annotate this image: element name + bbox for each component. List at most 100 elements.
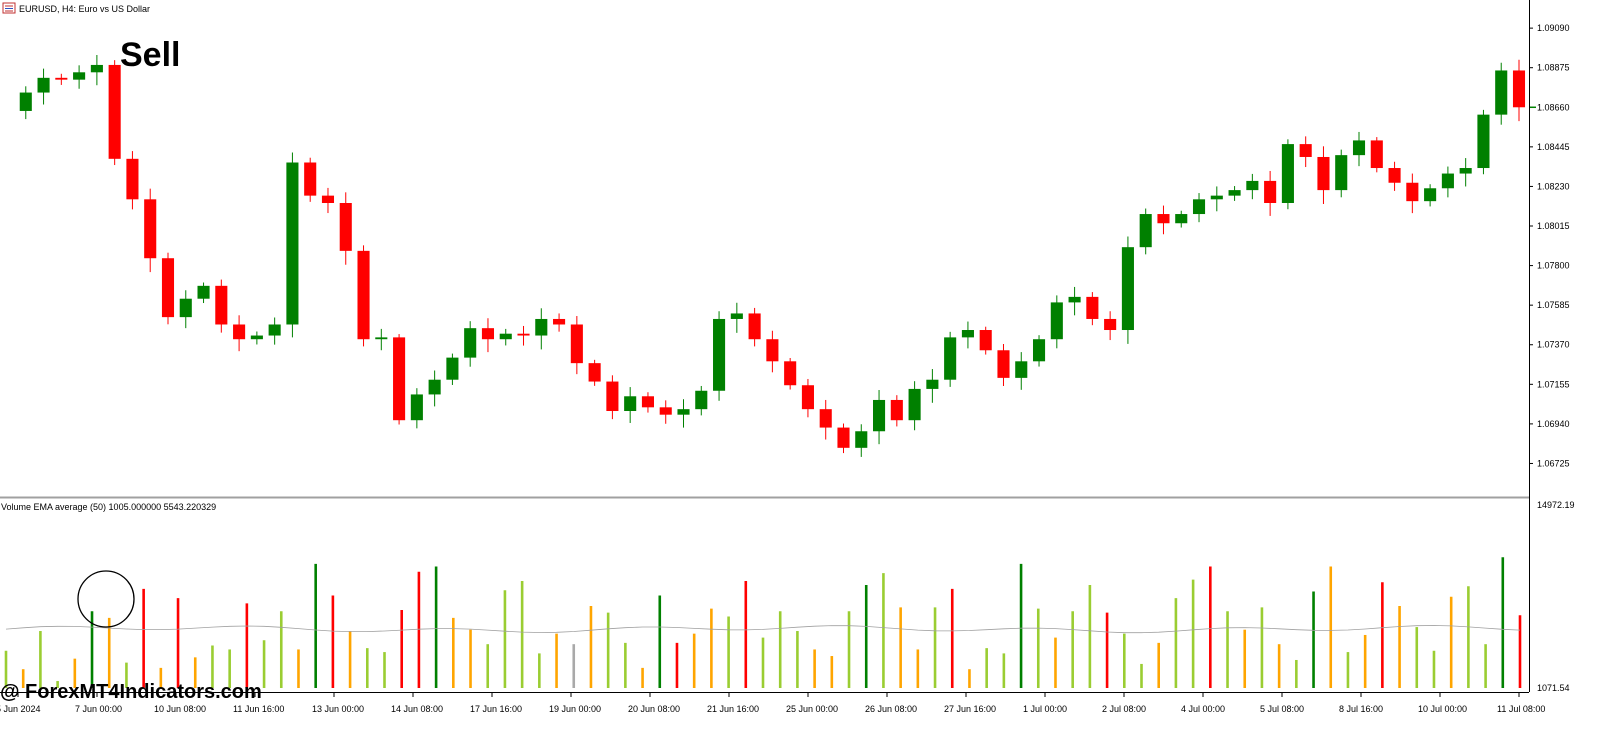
time-tick-label: 8 Jul 16:00 [1339,704,1383,714]
time-tick-label: 5 Jun 2024 [0,704,41,714]
candle-body [997,350,1010,378]
candle [1370,137,1383,173]
candle-body [624,396,637,412]
candle-body [766,339,779,362]
candle [624,387,637,423]
candle [819,399,832,440]
candle-body [90,64,103,73]
volume-axis: 14972.19 1071.54 [1537,500,1575,693]
watermark-text: @ ForexMT4Indicators.com [0,681,262,703]
candle-body [1495,70,1508,115]
candle [1512,59,1526,122]
candle-body [1086,296,1099,319]
candle-body [161,258,175,318]
time-tick-label: 2 Jul 08:00 [1102,704,1146,714]
volume-tick-label: 14972.19 [1537,500,1575,510]
candle [1424,184,1437,207]
price-tick-label: 1.07370 [1537,340,1570,350]
candle-body [1406,182,1419,202]
candle [108,60,121,166]
candle-body [713,318,726,391]
candle-body [339,202,352,251]
candle-body [961,330,974,338]
candle [161,252,175,325]
candle-body [1281,144,1294,203]
candle-body [1192,199,1206,215]
candle-body [268,324,281,336]
candle-body [464,328,477,358]
candle [1335,149,1348,198]
candle-body [375,337,388,340]
candle [979,326,992,355]
candle-body [499,333,512,340]
candle-body [588,363,601,382]
candle-body [357,250,370,340]
circle-marker [77,570,135,628]
candle [197,282,210,304]
price-tick-label: 1.08875 [1537,63,1570,73]
time-tick-label: 11 Jul 08:00 [1497,704,1545,714]
candle [375,328,388,351]
candle [1121,236,1134,344]
time-tick-label: 14 Jun 08:00 [391,704,443,714]
candle-body [1317,156,1330,191]
candle-body [250,335,263,340]
chart-window-icon [2,2,16,14]
candle-body [37,77,50,93]
candle [73,65,86,89]
volume-ema-line [5,625,1521,634]
candle-body [641,396,654,408]
candle [873,390,886,445]
candle [766,330,779,373]
candle-body [1228,190,1241,196]
candle-body [926,379,939,389]
volume-indicator-title: Volume EMA average (50) 1005.000000 5543… [1,502,216,512]
candle [961,321,974,349]
candle [1406,173,1419,214]
candle-body [1424,188,1437,202]
candle-body [517,333,530,336]
candle [286,152,299,338]
time-tick-label: 20 Jun 08:00 [628,704,680,714]
candle-body [1512,70,1526,108]
candle-body [908,388,921,421]
candle [428,370,441,407]
candle [215,279,228,333]
candle-body [730,313,743,319]
candle-body [979,330,992,351]
candle [90,54,103,86]
candle [1459,158,1472,187]
candle-body [321,195,335,203]
candle-body [19,92,32,111]
candle [250,331,263,345]
time-tick-label: 11 Jun 16:00 [233,704,284,714]
candle-body [1441,173,1454,189]
candle [357,245,370,347]
candle-body [855,431,868,448]
candle [659,400,672,424]
time-tick-label: 21 Jun 16:00 [707,704,759,714]
price-tick-label: 1.07155 [1537,379,1570,389]
candle-body [1068,296,1081,303]
candle-body [428,379,441,395]
candle-body [784,361,797,386]
candle [1441,166,1454,198]
candle [908,381,921,431]
candle [481,318,495,353]
time-tick-label: 26 Jun 08:00 [865,704,917,714]
candle-body [837,427,850,448]
candle [713,311,726,401]
candle [1228,186,1241,201]
time-axis: 5 Jun 2024 7 Jun 00:00 10 Jun 08:00 11 Jun … [0,692,1545,714]
candle [126,151,139,210]
candle-body [1370,140,1383,169]
candle [304,157,317,202]
time-tick-label: 4 Jul 00:00 [1181,704,1225,714]
candle-body [606,381,619,412]
candle-body [819,409,832,428]
candle [1210,186,1223,212]
candle [588,359,601,386]
candle [1388,161,1401,191]
chart-title: EURUSD, H4: Euro vs US Dollar [19,4,150,14]
